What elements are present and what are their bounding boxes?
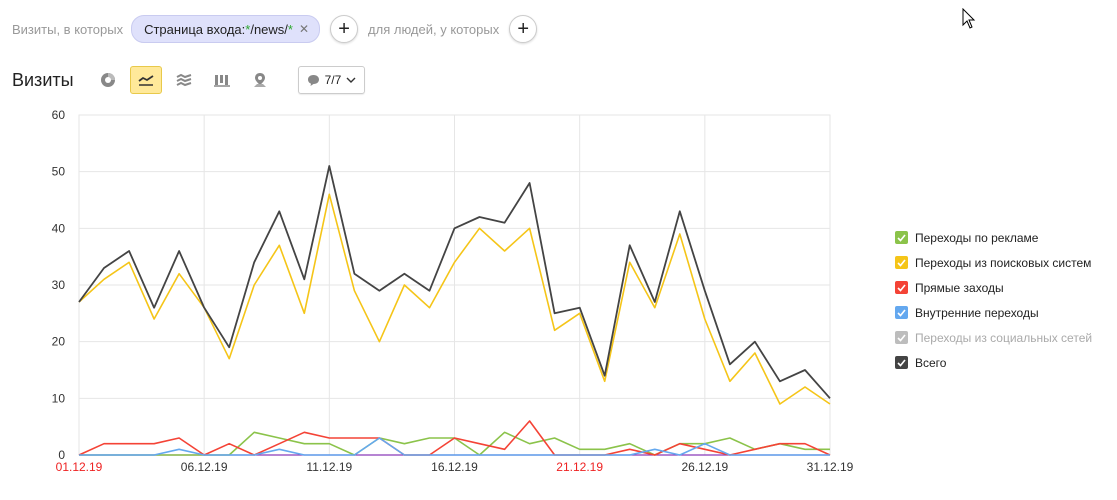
y-axis-ticks: 0 10 20 30 40 50 60 — [52, 108, 66, 462]
y-tick-label: 40 — [52, 221, 66, 235]
y-tick-label: 10 — [52, 391, 66, 405]
pie-chart-button[interactable] — [92, 66, 124, 94]
y-tick-label: 20 — [52, 335, 66, 349]
x-tick-label: 21.12.19 — [556, 460, 603, 474]
checkbox-icon[interactable] — [895, 281, 908, 294]
legend-label: Переходы по рекламе — [915, 230, 1039, 245]
chart-grid — [78, 114, 831, 456]
checkbox-icon[interactable] — [895, 331, 908, 344]
legend-label: Прямые заходы — [915, 280, 1004, 295]
visits-line-chart: 0 10 20 30 40 50 60 01.12.19 06.12.19 11.12.19 16… — [52, 108, 854, 474]
filter-prefix-label: Визиты, в которых — [12, 21, 124, 37]
chevron-down-icon — [346, 77, 356, 83]
y-tick-label: 0 — [58, 448, 65, 462]
chart-legend: Переходы по рекламе Переходы из поисковых… — [895, 225, 1092, 375]
metrics-dropdown[interactable]: 7/7 — [297, 66, 366, 94]
legend-item[interactable]: Переходы из поисковых систем — [895, 250, 1092, 275]
legend-item[interactable]: Всего — [895, 350, 1092, 375]
chart-series — [78, 165, 831, 456]
area-chart-icon — [176, 73, 191, 87]
entry-page-filter-chip[interactable]: Страница входа: * /news/ * ✕ — [131, 15, 321, 43]
checkbox-icon[interactable] — [895, 356, 908, 369]
close-icon[interactable]: ✕ — [298, 22, 310, 36]
legend-item[interactable]: Переходы по рекламе — [895, 225, 1092, 250]
add-visit-condition-button[interactable]: + — [330, 15, 359, 43]
legend-item[interactable]: Переходы из социальных сетей — [895, 325, 1092, 350]
map-button[interactable] — [244, 66, 276, 94]
segment-filter-bar: Визиты, в которых Страница входа: * /new… — [12, 15, 547, 43]
x-tick-label: 31.12.19 — [807, 460, 854, 474]
speech-bubble-icon — [307, 74, 319, 86]
chip-wildcard-end: * — [287, 21, 293, 37]
line-chart-icon — [138, 75, 154, 86]
add-people-condition-button[interactable]: + — [509, 15, 538, 43]
page-title: Визиты — [12, 69, 74, 90]
area-chart-button[interactable] — [168, 66, 200, 94]
chip-value: /news/ — [250, 21, 288, 37]
legend-label: Всего — [915, 355, 947, 370]
report-toolbar: Визиты 7/7 — [12, 66, 366, 94]
x-tick-label: 11.12.19 — [306, 460, 352, 474]
plus-icon: + — [517, 18, 530, 40]
y-tick-label: 30 — [52, 278, 66, 292]
legend-item[interactable]: Внутренние переходы — [895, 300, 1092, 325]
filter-people-label: для людей, у которых — [368, 21, 500, 37]
bar-chart-button[interactable] — [206, 66, 238, 94]
bar-chart-icon — [213, 75, 230, 87]
plus-icon: + — [338, 18, 350, 40]
pie-icon — [100, 73, 115, 87]
y-tick-label: 60 — [52, 108, 66, 122]
x-tick-label: 16.12.19 — [431, 460, 478, 474]
series-line — [79, 437, 830, 456]
checkbox-icon[interactable] — [895, 256, 908, 269]
checkbox-icon[interactable] — [895, 231, 908, 244]
y-tick-label: 50 — [52, 165, 66, 179]
chip-wildcard-start: * — [245, 21, 251, 37]
chip-label: Страница входа: — [144, 21, 246, 37]
legend-item[interactable]: Прямые заходы — [895, 275, 1092, 300]
line-chart-button[interactable] — [129, 66, 162, 94]
series-line — [78, 165, 831, 399]
mouse-cursor-icon — [962, 8, 976, 29]
legend-label: Переходы из социальных сетей — [915, 330, 1093, 345]
map-icon — [253, 73, 266, 87]
x-tick-label: 01.12.19 — [56, 460, 103, 474]
x-axis-ticks: 01.12.19 06.12.19 11.12.19 16.12.19 21.12.19… — [56, 460, 854, 474]
legend-label: Переходы из поисковых систем — [915, 255, 1092, 270]
metrics-count-label: 7/7 — [324, 73, 342, 87]
checkbox-icon[interactable] — [895, 306, 908, 319]
x-tick-label: 26.12.19 — [681, 460, 728, 474]
x-tick-label: 06.12.19 — [181, 460, 228, 474]
legend-label: Внутренние переходы — [915, 305, 1039, 320]
